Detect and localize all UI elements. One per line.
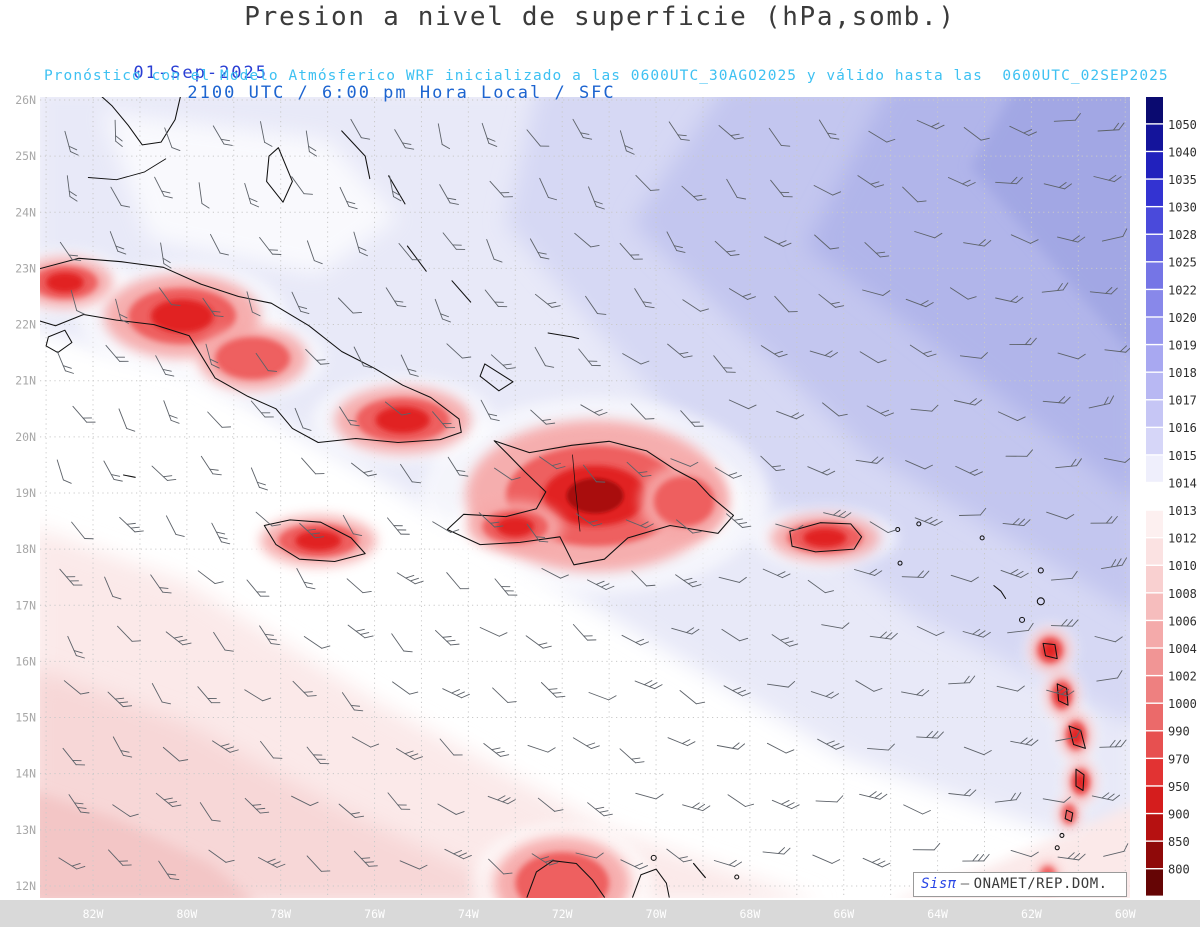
svg-text:1000: 1000	[1168, 697, 1197, 711]
svg-text:1016: 1016	[1168, 421, 1197, 435]
svg-text:72W: 72W	[552, 907, 573, 921]
svg-text:1028: 1028	[1168, 228, 1197, 242]
latlon-grid	[40, 97, 1130, 898]
svg-text:1050: 1050	[1168, 118, 1197, 132]
svg-text:1025: 1025	[1168, 256, 1197, 270]
valid-date: 01-Sep-2025	[133, 63, 269, 83]
svg-text:26N: 26N	[15, 93, 36, 107]
svg-text:16N: 16N	[15, 654, 36, 668]
page-title: Presion a nivel de superficie (hPa,somb.…	[244, 2, 956, 32]
svg-text:1035: 1035	[1168, 173, 1197, 187]
svg-text:1006: 1006	[1168, 614, 1197, 628]
svg-text:1008: 1008	[1168, 587, 1197, 601]
svg-text:70W: 70W	[646, 907, 667, 921]
svg-text:1015: 1015	[1168, 449, 1197, 463]
svg-text:1019: 1019	[1168, 339, 1197, 353]
svg-text:850: 850	[1168, 835, 1190, 849]
svg-text:800: 800	[1168, 863, 1190, 877]
validity-line: 01-Sep-2025 2100 UTC / 6:00 pm Hora Loca…	[60, 43, 616, 123]
svg-text:76W: 76W	[364, 907, 385, 921]
svg-text:1014: 1014	[1168, 476, 1197, 490]
svg-text:14N: 14N	[15, 767, 36, 781]
svg-text:1022: 1022	[1168, 283, 1197, 297]
svg-text:74W: 74W	[458, 907, 479, 921]
svg-text:23N: 23N	[15, 261, 36, 275]
svg-text:18N: 18N	[15, 542, 36, 556]
svg-text:22N: 22N	[15, 318, 36, 332]
svg-text:1004: 1004	[1168, 642, 1197, 656]
svg-text:62W: 62W	[1021, 907, 1042, 921]
axis-labels: 26N 25N 24N 23N 22N 21N 20N 19N 18N 17N 16N 15N 14N 1…	[0, 93, 1200, 927]
credit-brand: Sisπ	[921, 876, 957, 892]
svg-text:1040: 1040	[1168, 145, 1197, 159]
svg-text:19N: 19N	[15, 486, 36, 500]
forecast-info-line: Pronóstico con el Modelo Atmósferico WRF…	[44, 68, 1169, 84]
svg-text:900: 900	[1168, 807, 1190, 821]
svg-text:13N: 13N	[15, 823, 36, 837]
svg-text:64W: 64W	[927, 907, 948, 921]
svg-text:12N: 12N	[15, 879, 36, 893]
credit-separator: –	[960, 876, 970, 892]
svg-text:60W: 60W	[1115, 907, 1136, 921]
wind-barbs-layer	[56, 113, 1130, 880]
svg-text:17N: 17N	[15, 598, 36, 612]
svg-text:950: 950	[1168, 780, 1190, 794]
svg-text:1002: 1002	[1168, 670, 1197, 684]
credit-org: ONAMET/REP.DOM.	[973, 876, 1108, 892]
colorbar: 1050 1040 1035 1030 1028 1025 1022 1020 1019 1018…	[1146, 97, 1197, 896]
svg-text:970: 970	[1168, 752, 1190, 766]
svg-text:1010: 1010	[1168, 559, 1197, 573]
svg-text:1020: 1020	[1168, 311, 1197, 325]
svg-text:25N: 25N	[15, 149, 36, 163]
svg-text:80W: 80W	[176, 907, 197, 921]
svg-text:1018: 1018	[1168, 366, 1197, 380]
svg-text:24N: 24N	[15, 205, 36, 219]
coastlines	[40, 97, 1086, 898]
svg-text:1013: 1013	[1168, 504, 1197, 518]
svg-text:1012: 1012	[1168, 532, 1197, 546]
svg-text:15N: 15N	[15, 711, 36, 725]
svg-text:1017: 1017	[1168, 394, 1197, 408]
svg-text:66W: 66W	[833, 907, 854, 921]
svg-text:78W: 78W	[270, 907, 291, 921]
valid-time: 2100 UTC / 6:00 pm Hora Local / SFC	[187, 83, 616, 103]
credit-box: Sisπ – ONAMET/REP.DOM.	[913, 872, 1127, 897]
svg-text:21N: 21N	[15, 374, 36, 388]
svg-text:82W: 82W	[83, 907, 104, 921]
svg-text:990: 990	[1168, 725, 1190, 739]
svg-text:20N: 20N	[15, 430, 36, 444]
svg-text:1030: 1030	[1168, 201, 1197, 215]
svg-text:68W: 68W	[740, 907, 761, 921]
